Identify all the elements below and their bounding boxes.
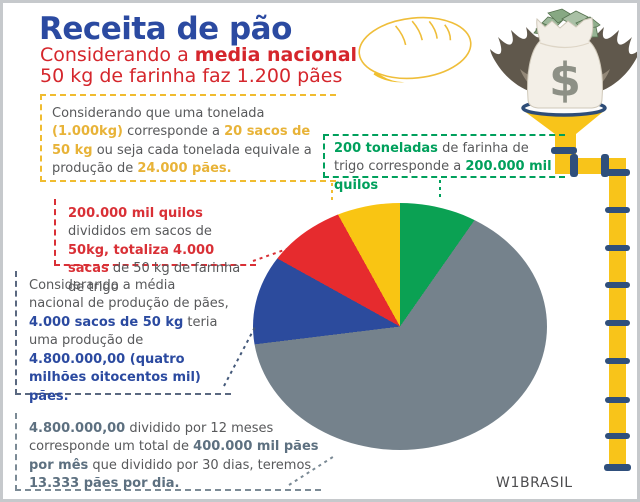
note-highlight: 20 sacos de 50 kg (52, 124, 311, 158)
note-highlight: 4.800.000,00 (quatro milhões oitocentos … (29, 351, 201, 404)
note-highlight: 200.000 mil quilos (334, 159, 552, 193)
pipe-joint (605, 397, 630, 403)
note-text: de farinha de trigo corresponde a (334, 141, 529, 175)
note-text: corresponde a (122, 124, 225, 140)
note-text: divididos em sacos de (68, 224, 212, 240)
note-text: Considerando a média nacional de produçã… (29, 278, 229, 312)
credit-text: W1BRASIL (496, 475, 573, 491)
note-text: teria uma produção de (29, 314, 218, 349)
pipe-vertical (609, 166, 626, 470)
note-producao-mensal: 4.800.000,00 dividido por 12 meses corre… (15, 413, 321, 491)
subtitle-bold: media nacional (194, 44, 358, 66)
pipe-end-cap (604, 464, 631, 471)
money-bag-dollar-icon: $ (490, 8, 637, 109)
note-text: de 50 kg de farinha de trigo (68, 261, 241, 295)
note-highlight: (1.000kg) (52, 124, 123, 140)
note-toneladas-quilos: 200 toneladas de farinha de trigo corres… (323, 134, 565, 193)
pie-chart (253, 203, 547, 450)
page-subtitle: Considerando a media nacional (40, 44, 357, 66)
note-text: Considerando que uma tonelada (52, 106, 265, 121)
pipe-joint (605, 207, 630, 213)
note-highlight: 24.000 pães. (137, 161, 232, 177)
note-producao-total: Considerando a média nacional de produçã… (15, 271, 231, 404)
note-highlight: 13.333 pães por dia. (29, 476, 180, 492)
page-subtitle-line2: 50 kg de farinha faz 1.200 pães (40, 65, 343, 87)
note-quilos-sacas: 200.000 mil quilos divididos em sacos de… (54, 199, 256, 295)
note-highlight: 400.000 mil pães por mês (29, 439, 319, 473)
pipe-joint (605, 245, 630, 251)
note-text: dividido por 12 meses corresponde um tot… (29, 421, 274, 455)
note-highlight: 200 toneladas (334, 141, 438, 156)
note-highlight: 4.000 sacos de 50 kg (29, 314, 184, 330)
note-highlight: 50kg, totaliza (68, 242, 169, 258)
pipe-joint (605, 282, 630, 288)
note-text: que dividido por 30 dias, teremos (88, 457, 312, 473)
pipe-joint (605, 320, 630, 326)
pipe-joint (605, 433, 630, 439)
page-title: Receita de pão (39, 11, 292, 47)
bread-loaf-icon (358, 16, 472, 83)
note-text: ou seja cada tonelada equivale a produçã… (52, 142, 312, 177)
note-tonelada-paes: Considerando que uma tonelada (1.000kg) … (40, 94, 336, 182)
note-highlight: 200.000 mil quilos (68, 206, 203, 221)
note-highlight: 4.000 sacas (68, 242, 215, 277)
bag-body (527, 17, 603, 109)
note-highlight: 4.800.000,00 (29, 421, 126, 436)
subtitle-prefix: Considerando a (40, 44, 195, 66)
pipe-joint (605, 358, 630, 364)
dollar-sign: $ (549, 53, 581, 107)
pipe-joint (605, 169, 630, 176)
